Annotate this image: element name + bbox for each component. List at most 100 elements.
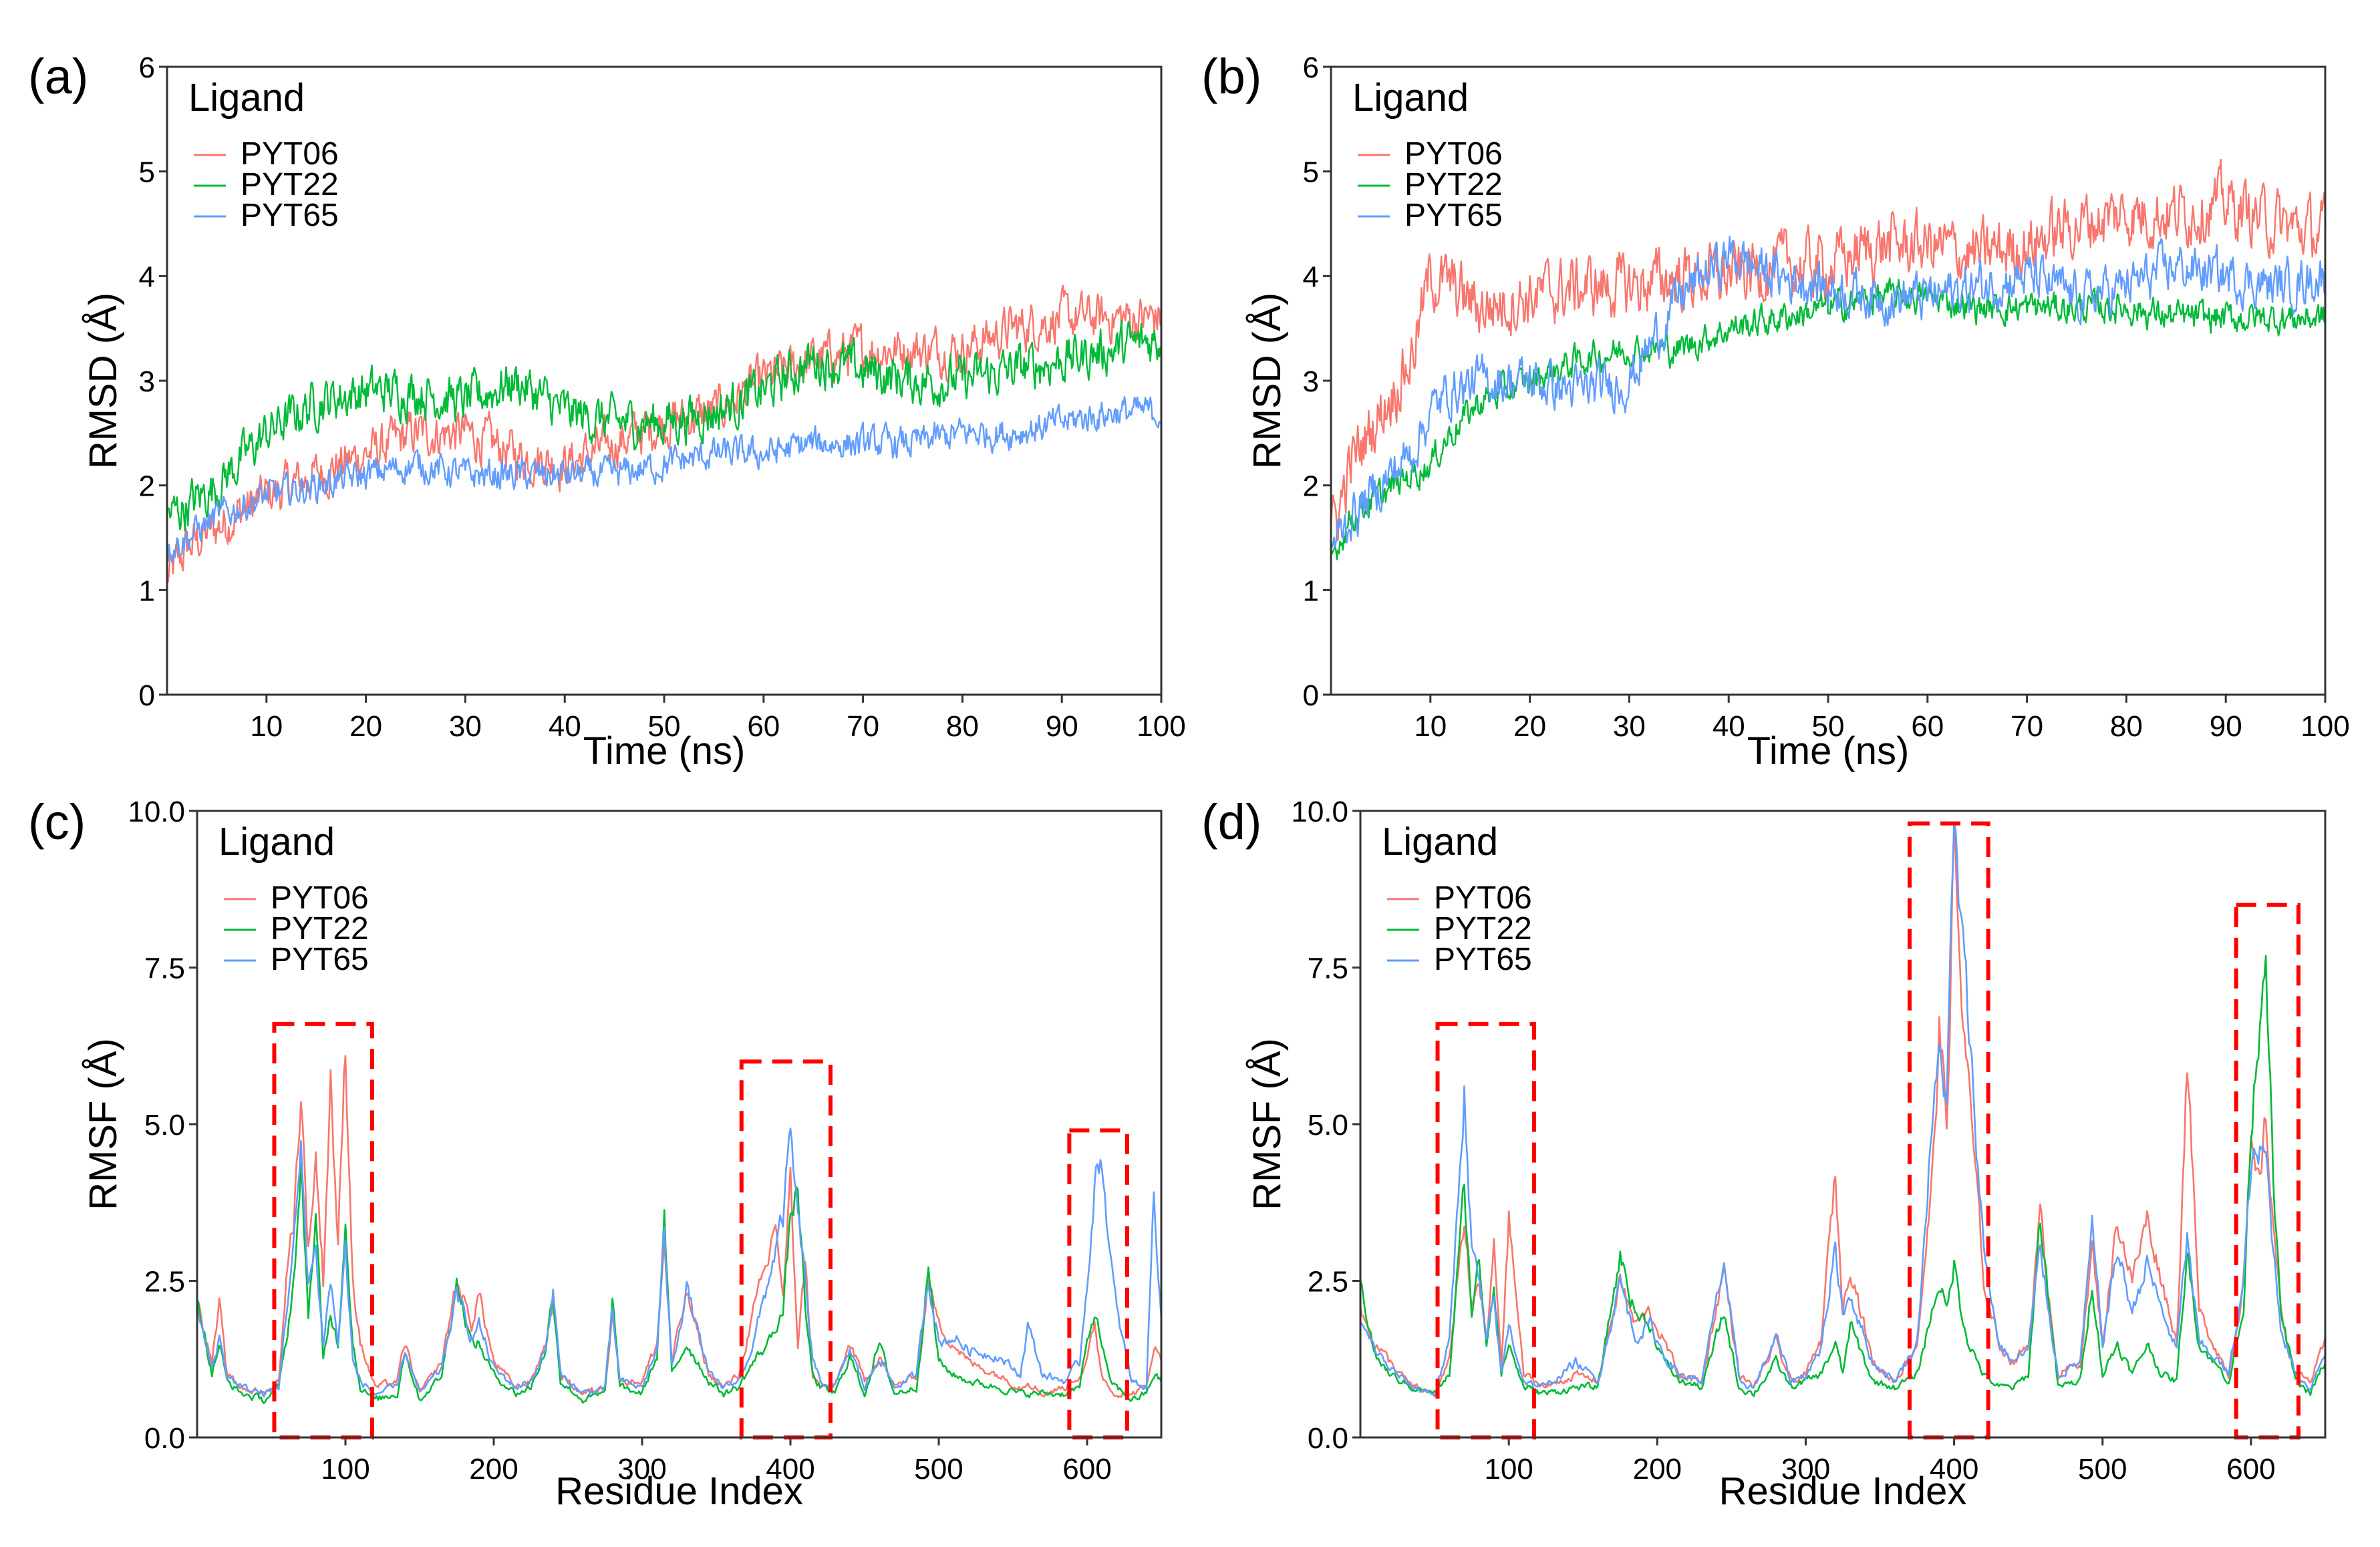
plot-frame [166, 65, 1163, 696]
y-axis-label: RMSD (Å) [82, 293, 125, 469]
x-tick-label: 20 [349, 710, 382, 743]
x-tick-label: 400 [766, 1453, 814, 1486]
panel-d: (d) 0.0 2.5 5.0 7.5 10.0 100 200 300 400 500 600 Res… [1201, 794, 2327, 1513]
panel-label: (b) [1201, 49, 1261, 104]
y-tick-label: 4 [139, 261, 155, 293]
y-tick-label: 7.5 [144, 953, 185, 985]
plot-frame [196, 810, 1163, 1439]
y-tick-label: 2 [139, 470, 155, 503]
y-axis-label: RMSD (Å) [1245, 293, 1289, 469]
x-tick-label: 300 [1781, 1453, 1830, 1486]
legend-entry: PYT06 [1404, 136, 1503, 172]
x-tick-label: 100 [1484, 1453, 1533, 1486]
legend-entry: PYT22 [241, 167, 339, 202]
x-axis-label: Residue Index [555, 1470, 803, 1513]
x-tick-label: 60 [1911, 710, 1944, 743]
legend-entry: PYT65 [1404, 198, 1503, 233]
x-tick-label: 90 [1046, 710, 1078, 743]
panel-b: (b) 0 1 2 3 4 5 6 10 20 30 40 50 60 70 80 90 100 Time (ns)… [1201, 49, 2350, 773]
y-tick-label: 1 [1303, 574, 1319, 607]
x-tick-label: 40 [1713, 710, 1745, 743]
y-tick-label: 3 [139, 365, 155, 398]
legend-entry: PYT22 [271, 911, 369, 947]
x-tick-label: 10 [1414, 710, 1447, 743]
y-tick-label: 2.5 [144, 1266, 185, 1299]
panel-label: (a) [28, 49, 88, 104]
x-tick-label: 600 [1062, 1453, 1111, 1486]
x-tick-label: 100 [2300, 710, 2349, 743]
series-line-pyt22 [1360, 955, 2325, 1397]
y-tick-label: 5.0 [1308, 1109, 1348, 1142]
y-tick-label: 0.0 [144, 1422, 185, 1455]
x-tick-label: 10 [250, 710, 283, 743]
x-tick-label: 100 [321, 1453, 369, 1486]
y-tick-label: 2 [1303, 470, 1319, 503]
x-tick-label: 300 [617, 1453, 666, 1486]
panel-a: (a) 0 1 2 3 4 5 6 10 20 30 40 50 60 70 80 90 100 Time (ns)… [28, 49, 1186, 773]
x-tick-label: 500 [2078, 1453, 2127, 1486]
x-tick-label: 50 [648, 710, 681, 743]
legend-title: Ligand [1382, 820, 1498, 864]
y-tick-label: 10.0 [1291, 796, 1348, 828]
y-tick-label: 6 [139, 51, 155, 84]
y-tick-label: 5 [1303, 156, 1319, 189]
x-tick-label: 80 [2110, 710, 2143, 743]
series-line-pyt06 [197, 1055, 1161, 1399]
plot-frame [1359, 810, 2327, 1439]
x-tick-label: 400 [1930, 1453, 1978, 1486]
y-tick-label: 0 [139, 679, 155, 712]
legend-entry: PYT22 [1434, 911, 1532, 947]
y-tick-label: 7.5 [1308, 953, 1348, 985]
highlight-box [1067, 1128, 1129, 1439]
legend-entry: PYT65 [1434, 942, 1532, 977]
y-axis-label: RMSF (Å) [82, 1038, 125, 1210]
x-tick-label: 60 [747, 710, 780, 743]
y-tick-label: 4 [1303, 261, 1319, 293]
legend-entry: PYT06 [241, 136, 339, 172]
legend-entry: PYT06 [271, 880, 369, 916]
series-line-pyt65 [167, 396, 1161, 563]
x-axis-label: Residue Index [1719, 1470, 1967, 1513]
x-axis-label: Time (ns) [583, 729, 746, 773]
legend-title: Ligand [218, 820, 335, 864]
y-tick-label: 0.0 [1308, 1422, 1348, 1455]
y-tick-label: 0 [1303, 679, 1319, 712]
y-tick-label: 3 [1303, 365, 1319, 398]
x-tick-label: 70 [2011, 710, 2043, 743]
x-axis-label: Time (ns) [1747, 729, 1910, 773]
legend-title: Ligand [188, 76, 305, 120]
x-tick-label: 90 [2210, 710, 2242, 743]
legend-entry: PYT22 [1404, 167, 1503, 202]
series-line-pyt65 [197, 1128, 1161, 1398]
x-tick-label: 70 [847, 710, 879, 743]
y-tick-label: 5.0 [144, 1109, 185, 1142]
series-line-pyt22 [167, 320, 1161, 532]
y-tick-label: 6 [1303, 51, 1319, 84]
panel-c: (c) 0.0 2.5 5.0 7.5 10.0 100 200 300 400 500 600 Res… [28, 794, 1163, 1513]
x-tick-label: 600 [2226, 1453, 2275, 1486]
x-tick-label: 100 [1137, 710, 1185, 743]
x-tick-label: 200 [469, 1453, 518, 1486]
legend-entry: PYT65 [271, 942, 369, 977]
y-tick-label: 10.0 [128, 796, 185, 828]
series-line-pyt65 [1331, 235, 2325, 548]
legend-title: Ligand [1352, 76, 1469, 120]
highlight-box [1907, 821, 1990, 1439]
y-tick-label: 2.5 [1308, 1266, 1348, 1299]
x-tick-label: 20 [1513, 710, 1546, 743]
panel-label: (d) [1201, 794, 1261, 850]
x-tick-label: 200 [1633, 1453, 1682, 1486]
y-tick-label: 1 [139, 574, 155, 607]
legend-entry: PYT65 [241, 198, 339, 233]
x-tick-label: 40 [549, 710, 581, 743]
x-tick-label: 30 [449, 710, 482, 743]
y-axis-label: RMSF (Å) [1245, 1038, 1289, 1210]
x-tick-label: 50 [1812, 710, 1845, 743]
series-line-pyt22 [1331, 277, 2325, 560]
x-tick-label: 30 [1613, 710, 1646, 743]
y-tick-label: 5 [139, 156, 155, 189]
plot-frame [1330, 65, 2327, 696]
x-tick-label: 500 [914, 1453, 963, 1486]
legend-entry: PYT06 [1434, 880, 1532, 916]
